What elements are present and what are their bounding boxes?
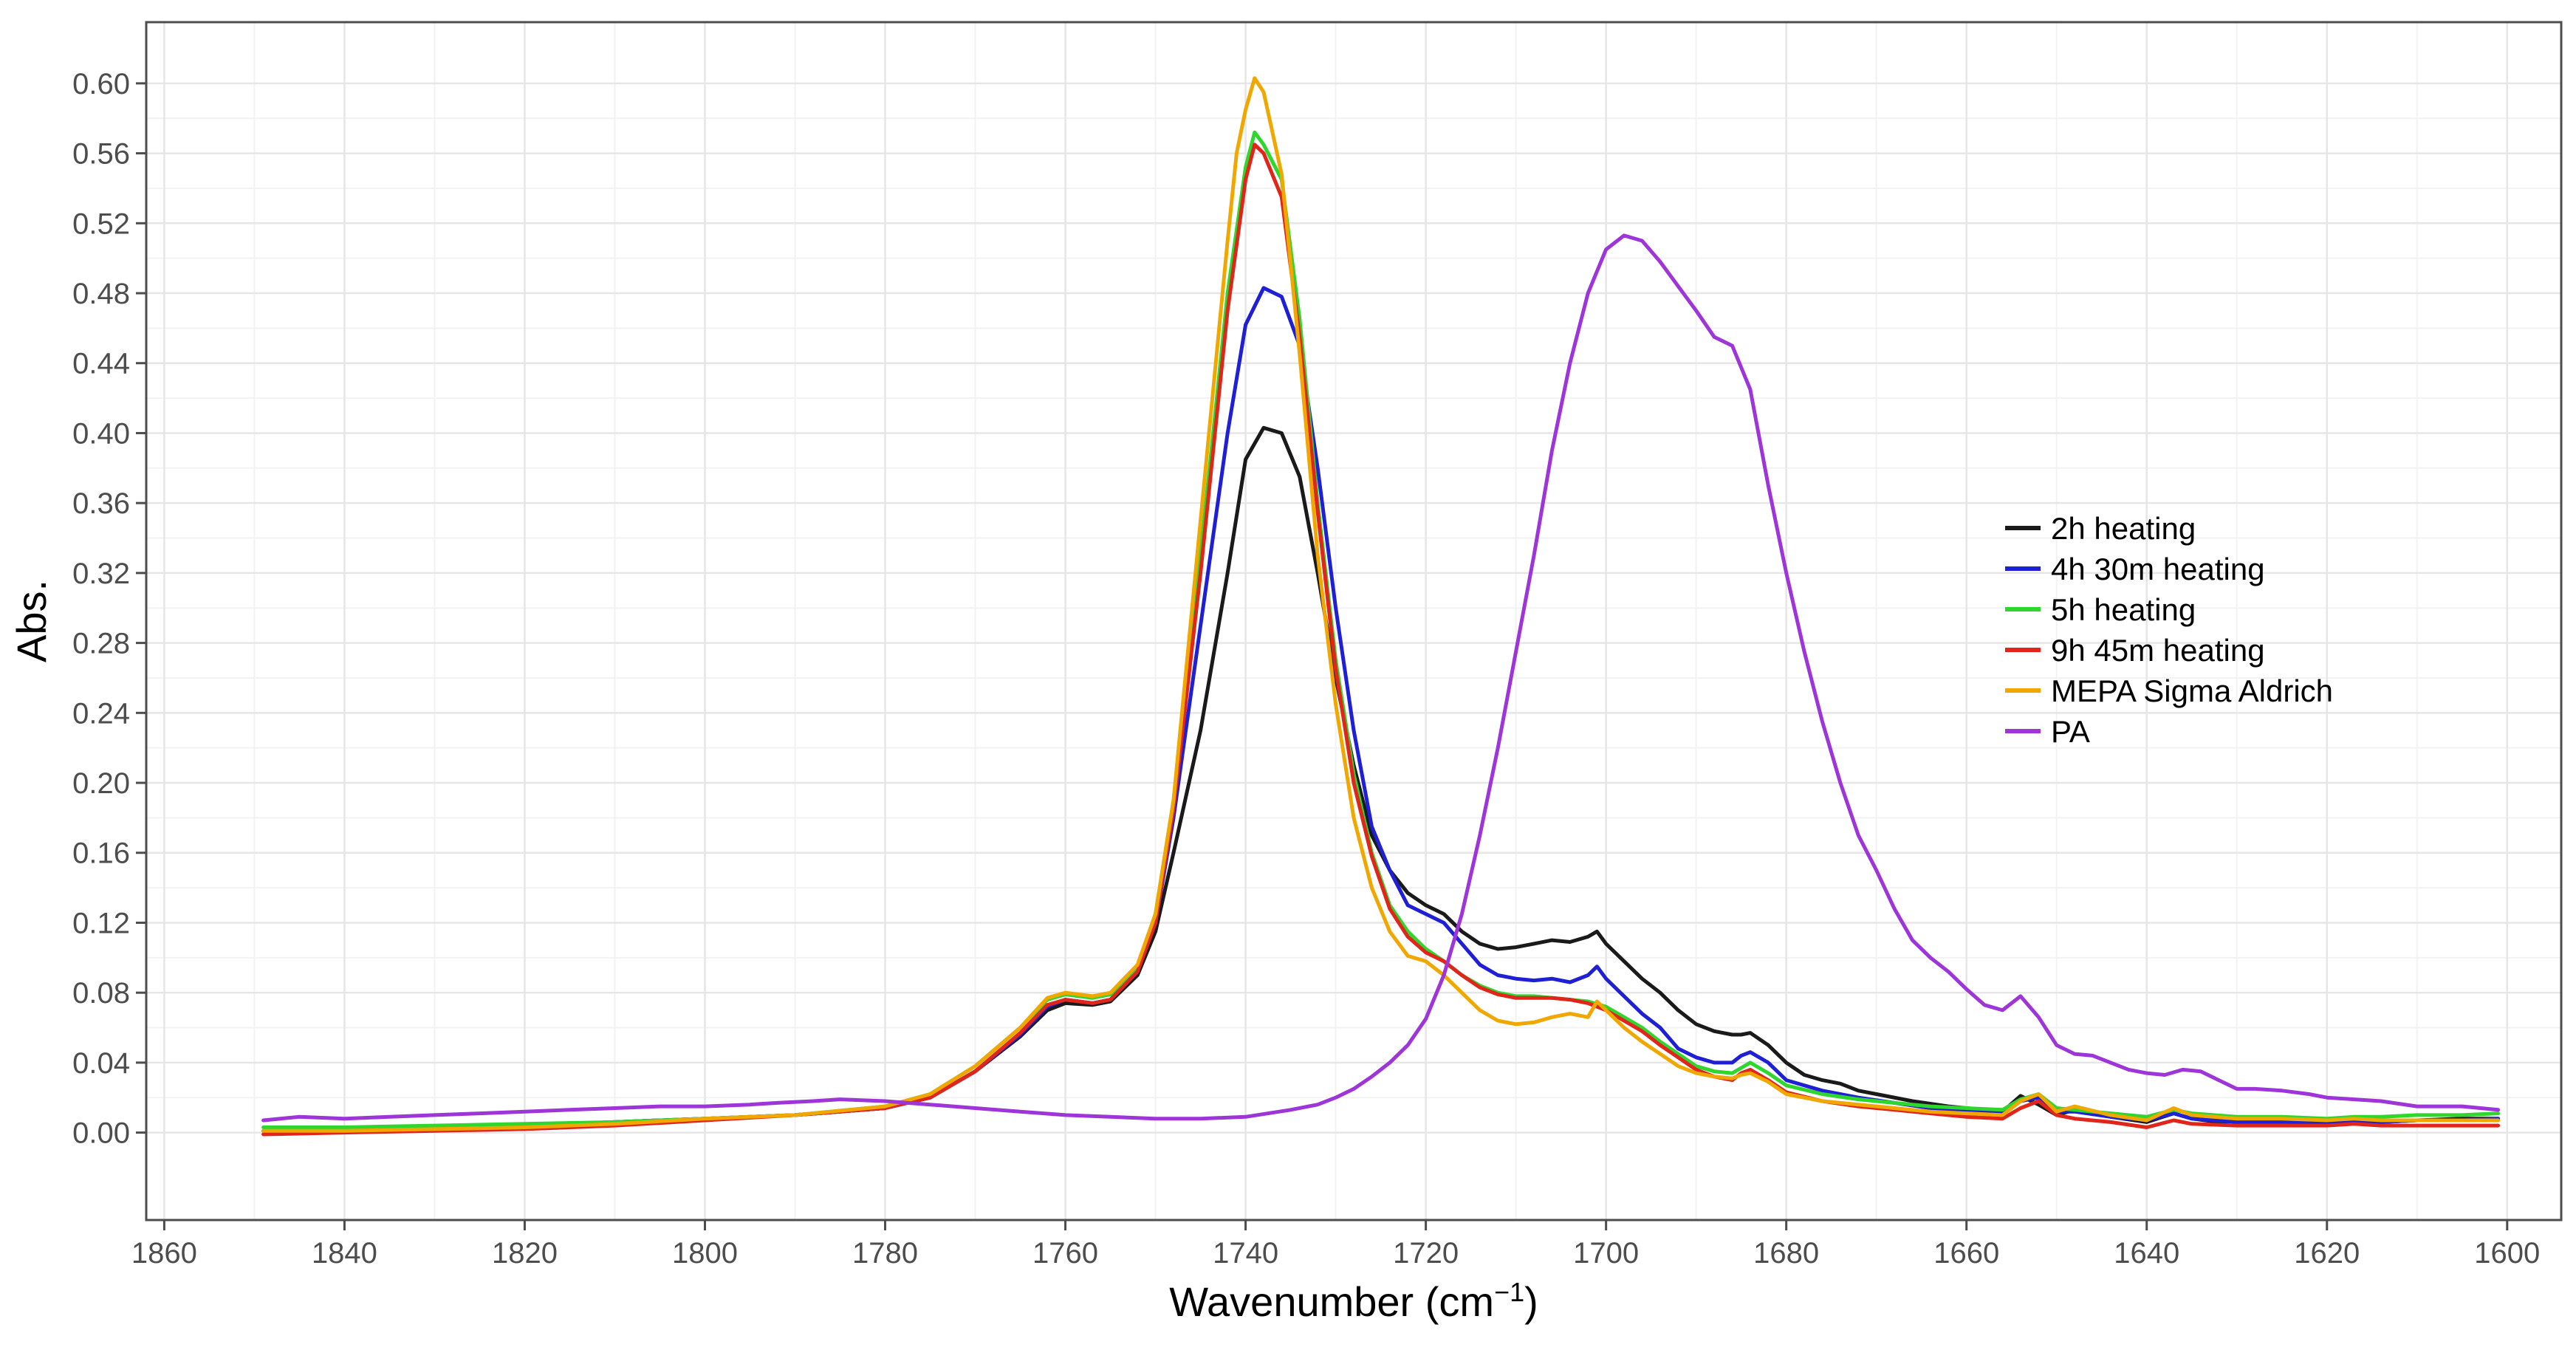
- y-tick-label: 0.08: [72, 977, 130, 1010]
- x-axis-title-superscript: −1: [1494, 1277, 1524, 1307]
- x-tick-label: 1860: [131, 1237, 197, 1270]
- x-tick-label: 1680: [1753, 1237, 1819, 1270]
- series-line-pa: [261, 233, 2501, 1123]
- y-tick-label: 0.60: [72, 68, 130, 100]
- x-axis-title-main: Wavenumber (cm: [1169, 1278, 1494, 1325]
- x-axis-ticks: 1860 1840 1820 1800 1780 1760 1740 1720 1700 1680…: [131, 1220, 2540, 1270]
- legend-label: 9h 45m heating: [2051, 633, 2265, 668]
- y-tick-label: 0.24: [72, 697, 130, 730]
- series-line-9h-45m-heating: [261, 143, 2501, 1137]
- y-tick-label: 0.00: [72, 1117, 130, 1150]
- x-tick-label: 1700: [1573, 1237, 1639, 1270]
- x-tick-label: 1620: [2294, 1237, 2360, 1270]
- plot-panel-border: [145, 21, 2563, 1221]
- legend-label: 2h heating: [2051, 511, 2196, 546]
- x-tick-label: 1740: [1213, 1237, 1278, 1270]
- y-axis-title: Abs.: [8, 580, 55, 662]
- y-tick-label: 0.32: [72, 558, 130, 590]
- x-tick-label: 1760: [1032, 1237, 1098, 1270]
- y-tick-label: 0.56: [72, 138, 130, 171]
- legend-label: MEPA Sigma Aldrich: [2051, 674, 2333, 708]
- y-tick-label: 0.04: [72, 1047, 130, 1080]
- series-lines: [261, 76, 2501, 1137]
- y-tick-label: 0.28: [72, 628, 130, 660]
- legend-label: 5h heating: [2051, 592, 2196, 627]
- y-tick-label: 0.40: [72, 417, 130, 450]
- series-line-mepa-sigma-aldrich: [261, 76, 2501, 1133]
- legend: 2h heating 4h 30m heating 5h heating 9h 45m…: [2005, 511, 2333, 749]
- x-tick-label: 1840: [312, 1237, 377, 1270]
- x-tick-label: 1660: [1933, 1237, 1999, 1270]
- y-tick-label: 0.36: [72, 487, 130, 520]
- legend-label: 4h 30m heating: [2051, 552, 2265, 586]
- x-tick-label: 1820: [492, 1237, 558, 1270]
- y-tick-label: 0.44: [72, 348, 130, 380]
- x-tick-label: 1780: [852, 1237, 918, 1270]
- y-axis-ticks: 0.00 0.04 0.08 0.12 0.16 0.20 0.24 0.28 0.32 0.36…: [72, 68, 146, 1150]
- y-tick-label: 0.48: [72, 278, 130, 310]
- y-tick-label: 0.20: [72, 767, 130, 800]
- y-tick-label: 0.16: [72, 837, 130, 870]
- minor-gridlines: [146, 22, 2561, 1220]
- x-tick-label: 1640: [2114, 1237, 2179, 1270]
- legend-label: PA: [2051, 714, 2090, 749]
- x-axis-title: Wavenumber (cm−1): [1169, 1277, 1538, 1326]
- y-tick-label: 0.12: [72, 907, 130, 939]
- x-tick-label: 1800: [672, 1237, 738, 1270]
- x-tick-label: 1720: [1393, 1237, 1459, 1270]
- x-tick-label: 1600: [2474, 1237, 2540, 1270]
- x-axis-title-close: ): [1524, 1278, 1538, 1325]
- y-tick-label: 0.52: [72, 208, 130, 240]
